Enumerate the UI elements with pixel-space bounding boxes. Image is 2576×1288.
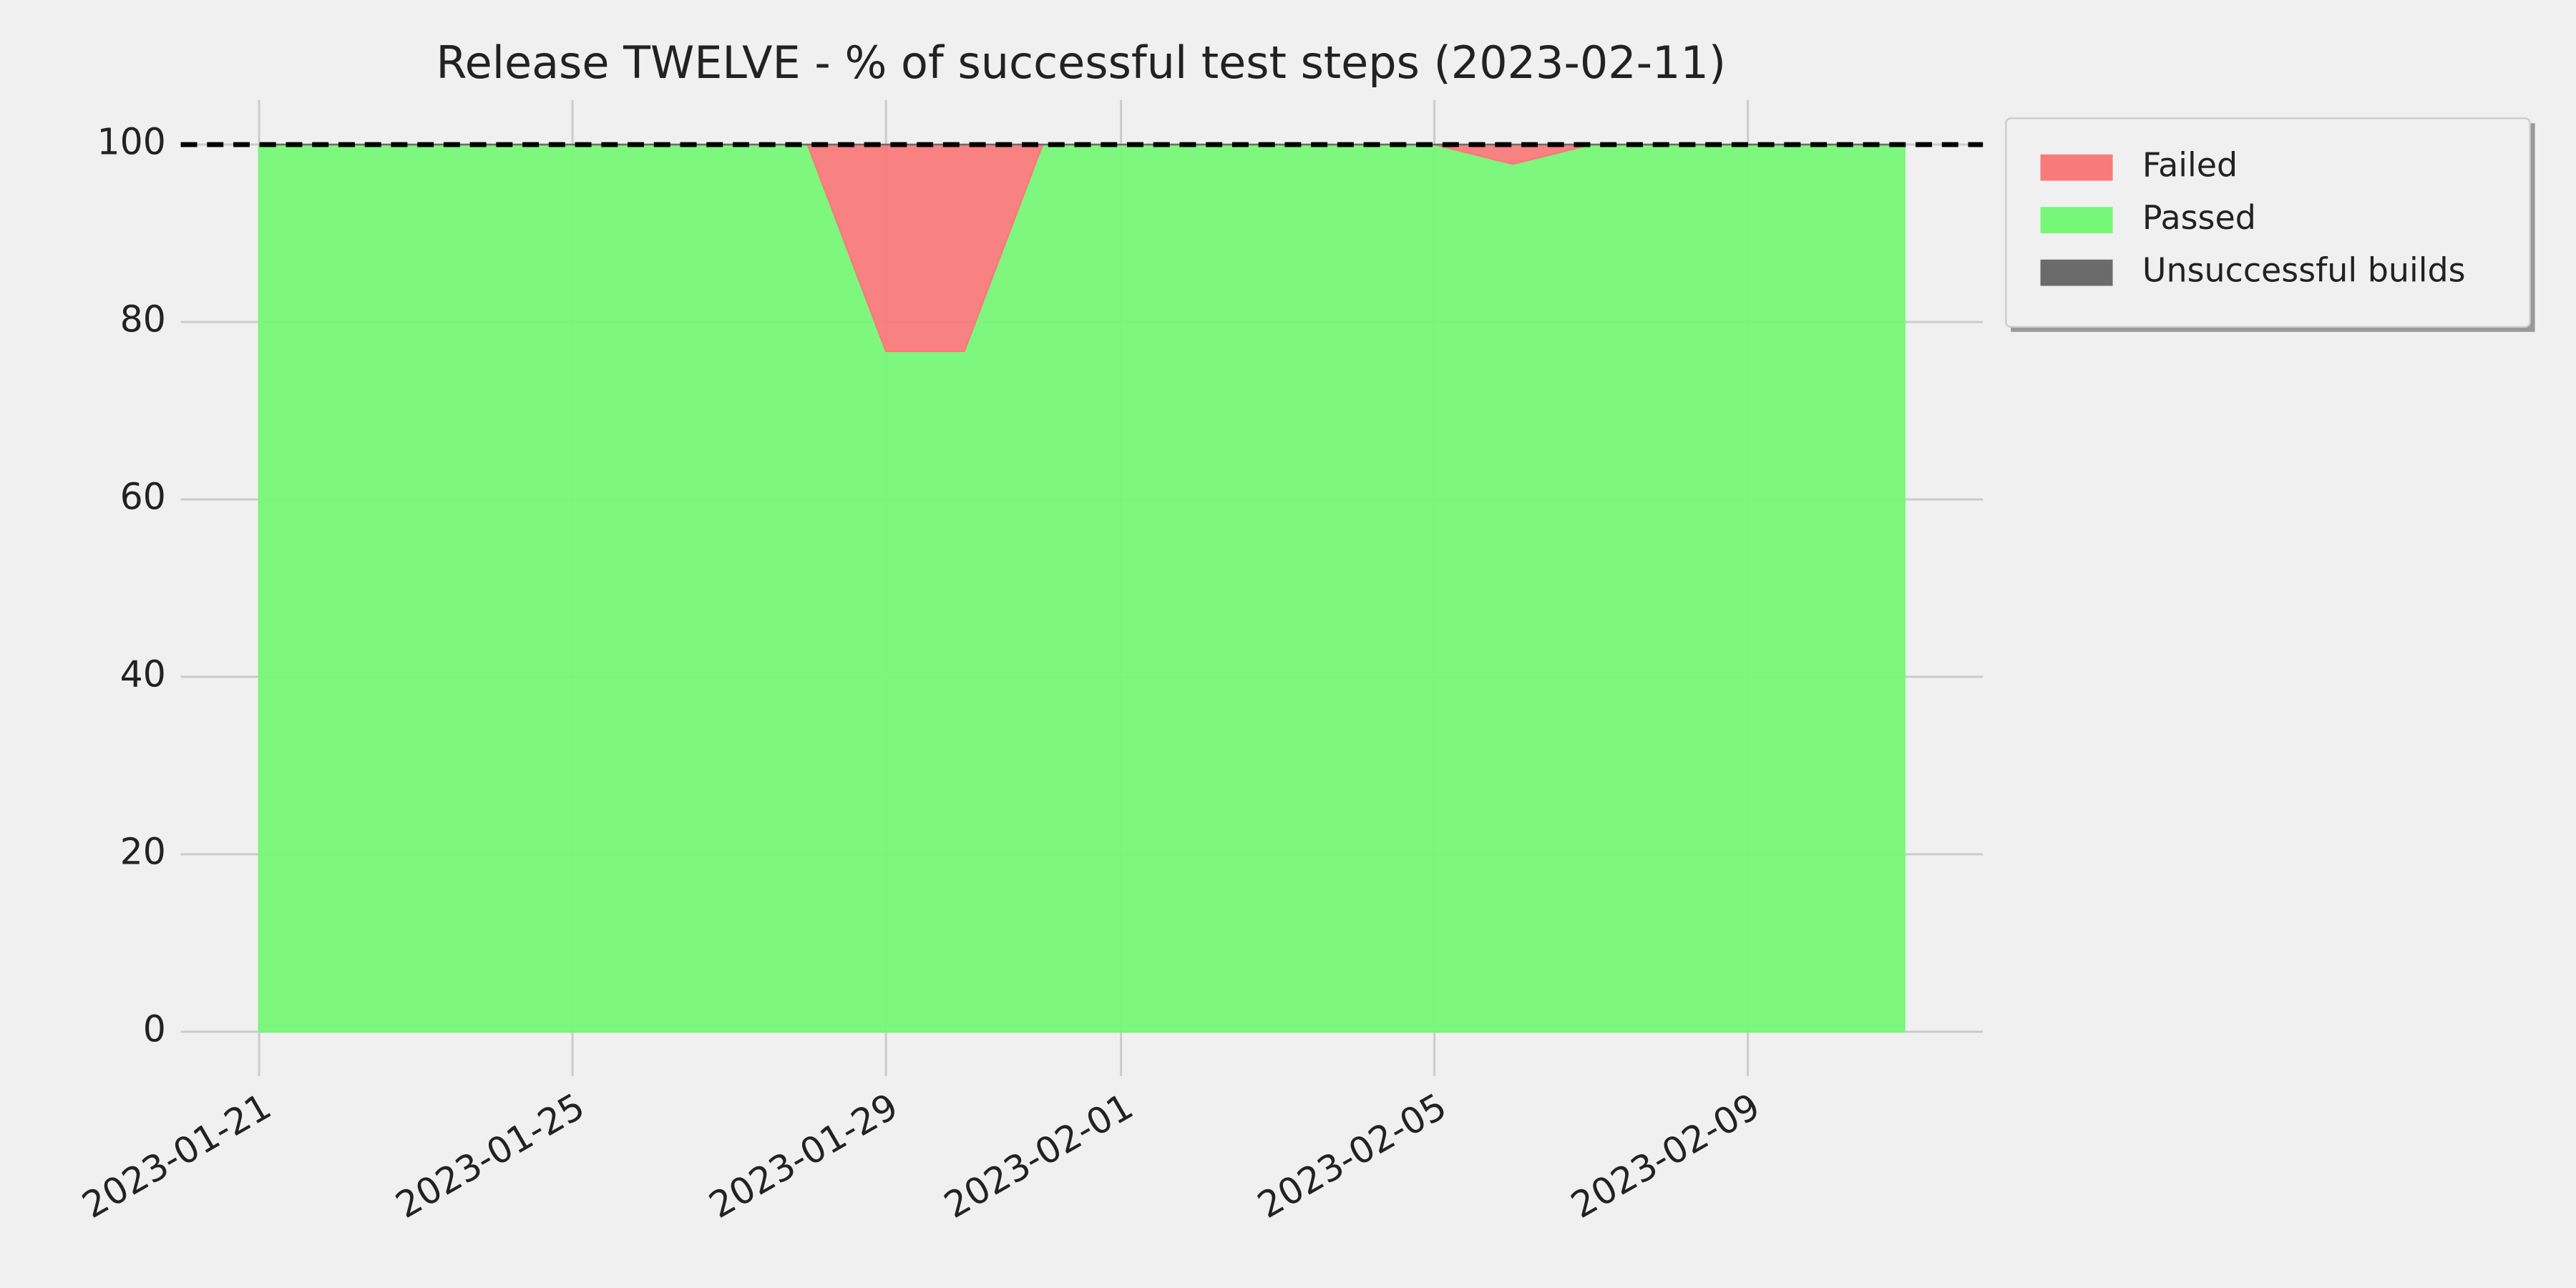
- x-tick-label: 2023-01-29: [702, 1085, 905, 1226]
- y-tick-label: 80: [120, 298, 166, 341]
- area: [258, 143, 1906, 1033]
- y-tick-label: 40: [120, 653, 166, 695]
- chart-title: Release TWELVE - % of successful test st…: [436, 36, 1726, 89]
- y-tick-label: 0: [143, 1008, 166, 1050]
- legend-label: Failed: [2142, 146, 2238, 185]
- legend-box: [2005, 117, 2531, 328]
- y-tick-label: 20: [120, 830, 166, 872]
- x-tick-label: 2023-02-05: [1250, 1085, 1453, 1226]
- x-tick-label: 2023-02-09: [1564, 1085, 1767, 1226]
- legend-swatch: [2040, 259, 2113, 286]
- x-tick-label: 2023-02-01: [937, 1085, 1140, 1226]
- legend-label: Unsuccessful builds: [2142, 251, 2466, 290]
- legend: Failed Passed Unsuccessful builds: [2005, 117, 2535, 332]
- x-tick-label: 2023-01-25: [389, 1085, 592, 1226]
- areas: [258, 143, 1906, 1033]
- legend-swatch: [2040, 154, 2113, 181]
- x-tick-label: 2023-01-21: [75, 1085, 278, 1226]
- legend-label: Passed: [2142, 198, 2256, 237]
- y-tick-label: 60: [120, 475, 166, 517]
- y-tick-label: 100: [97, 121, 165, 163]
- legend-swatch: [2040, 207, 2113, 234]
